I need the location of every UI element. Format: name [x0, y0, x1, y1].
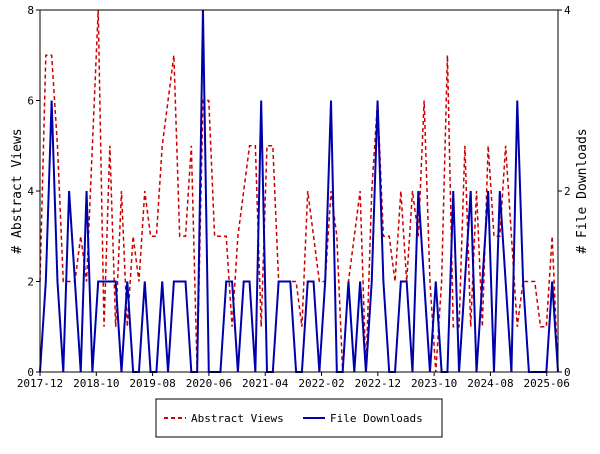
series-layer [39, 9, 559, 373]
x-tick-label: 2022-02 [298, 377, 344, 390]
left-y-tick-label: 8 [27, 4, 34, 17]
series-line-abstract-views [39, 9, 559, 373]
right-axis-title: # File Downloads [575, 128, 590, 253]
right-y-tick-label: 2 [564, 185, 571, 198]
x-tick-label: 2022-12 [355, 377, 401, 390]
x-tick-label: 2024-08 [467, 377, 513, 390]
x-tick-label: 2020-06 [186, 377, 232, 390]
left-y-tick-label: 6 [27, 95, 34, 108]
x-tick-label: 2021-04 [242, 377, 289, 390]
series-line-file-downloads [39, 9, 559, 373]
right-y-tick-label: 0 [564, 366, 571, 379]
x-tick-label: 2017-12 [17, 377, 63, 390]
x-tick-label: 2018-10 [73, 377, 119, 390]
legend-label-abstract-views: Abstract Views [191, 412, 284, 425]
x-tick-label: 2019-08 [129, 377, 175, 390]
left-y-tick-label: 4 [27, 185, 34, 198]
axis-layer: 0 2 4 6 8 0 2 4 2017-12 2018-10 2019-08 2020-06 2021… [17, 4, 571, 390]
legend: Abstract Views File Downloads [155, 398, 443, 438]
legend-box [155, 398, 443, 438]
x-tick-label: 2025-06 [524, 377, 570, 390]
right-y-tick-label: 4 [564, 4, 571, 17]
left-y-tick-label: 0 [27, 366, 34, 379]
left-y-tick-label: 2 [27, 276, 34, 289]
x-tick-label: 2023-10 [411, 377, 457, 390]
left-axis-title: # Abstract Views [10, 128, 25, 253]
legend-label-file-downloads: File Downloads [330, 412, 423, 425]
